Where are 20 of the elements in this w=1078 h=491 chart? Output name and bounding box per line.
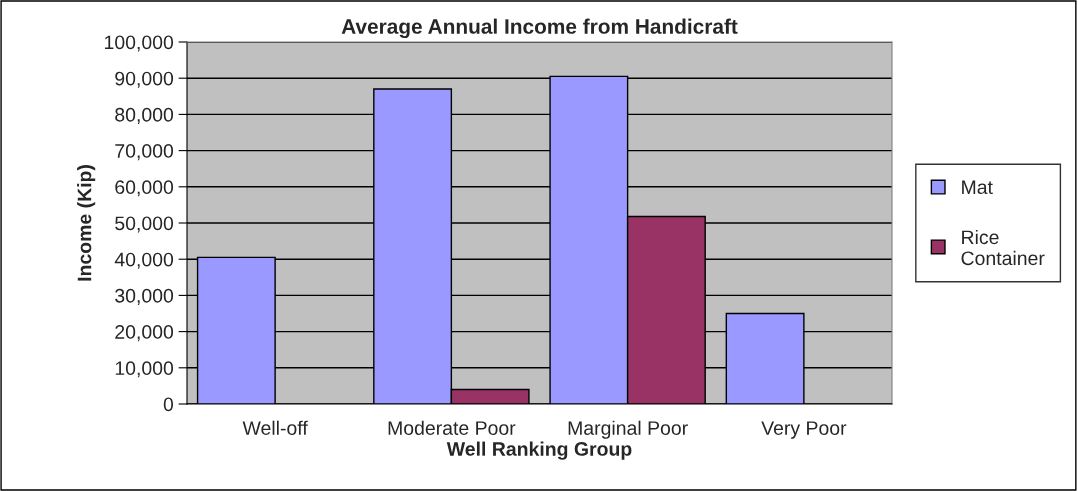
y-tick-label: 90,000 xyxy=(115,71,174,88)
y-tick-label: 100,000 xyxy=(105,35,174,52)
legend-label: Rice Container xyxy=(961,229,1045,266)
y-tick-label: 40,000 xyxy=(114,252,174,269)
y-tick-label: 10,000 xyxy=(115,361,174,378)
x-tick-label: Well-off xyxy=(242,420,308,435)
y-tick-label: 60,000 xyxy=(115,180,174,197)
x-tick-label: Very Poor xyxy=(761,421,847,439)
chart-title: Average Annual Income from Handicraft xyxy=(341,18,738,39)
x-tick-label: Moderate Poor xyxy=(388,420,516,435)
y-tick-label: 30,000 xyxy=(115,288,174,305)
x-tick-label: Marginal Poor xyxy=(568,420,688,439)
y-tick-label: 0 xyxy=(163,397,174,412)
y-tick-label: 80,000 xyxy=(115,107,174,124)
y-axis-title: Income (Kip) xyxy=(77,165,96,281)
y-tick-label: 20,000 xyxy=(115,325,174,342)
y-tick-label: 50,000 xyxy=(115,216,174,233)
legend-label: Mat xyxy=(962,180,993,195)
x-axis-title: Well Ranking Group xyxy=(446,441,632,460)
y-tick-label: 70,000 xyxy=(115,144,174,161)
